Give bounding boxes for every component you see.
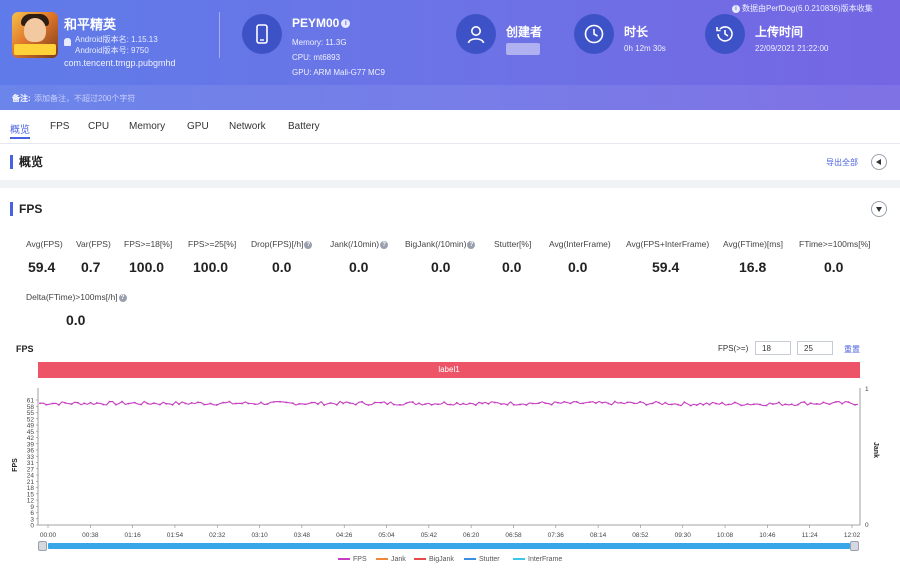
stat-value: 0.0: [66, 312, 86, 328]
tab-cpu[interactable]: CPU: [88, 121, 110, 132]
stat-value: 0.0: [431, 259, 451, 275]
android-icon: [64, 38, 71, 46]
stat-value: 59.4: [28, 259, 56, 275]
collect-note-text: 数据由PerfDog(6.0.210836)版本收集: [742, 4, 873, 13]
fps-section-title: FPS: [10, 202, 42, 216]
stat-value: 100.0: [129, 259, 165, 275]
remark-bar[interactable]: [0, 85, 900, 110]
tab-gpu[interactable]: GPU: [187, 121, 209, 132]
upload-time: 22/09/2021 21:22:00: [755, 44, 829, 53]
device-model: PEYM00: [292, 16, 340, 30]
stat-label: Jank(/10min)?: [330, 239, 389, 249]
stat-value: 100.0: [193, 259, 229, 275]
stat-label: Avg(InterFrame): [549, 239, 611, 249]
threshold-input-2[interactable]: [797, 341, 833, 355]
stat-value: 0.0: [349, 259, 369, 275]
duration-label: 时长: [624, 25, 649, 39]
tab-overview[interactable]: 概览: [10, 121, 30, 139]
stat-value: 0.0: [502, 259, 522, 275]
help-icon[interactable]: ?: [380, 240, 389, 249]
scroll-handle-right[interactable]: [850, 541, 859, 551]
creator-name-redacted: [506, 43, 540, 55]
info-icon[interactable]: i: [341, 19, 351, 29]
app-build: Android版本号: 9750: [75, 46, 149, 55]
scroll-handle-left[interactable]: [38, 541, 47, 551]
stat-label: Delta(FTime)>100ms[/h]?: [26, 292, 127, 302]
reset-link[interactable]: 重置: [844, 345, 860, 354]
stat-label: Drop(FPS)[/h]?: [251, 239, 313, 249]
tab-bar: 概览 FPS CPU Memory GPU Network Battery: [0, 110, 900, 144]
stat-value: 16.8: [739, 259, 767, 275]
legend-swatch: [338, 558, 350, 561]
phone-icon: [242, 14, 282, 54]
device-memory: Memory: 11.3G: [292, 38, 347, 47]
app-name: 和平精英: [64, 17, 117, 32]
legend-swatch: [376, 558, 388, 561]
chart-title: FPS: [16, 344, 34, 354]
stat-label: BigJank(/10min)?: [405, 239, 476, 249]
stat-label: Var(FPS): [76, 239, 111, 249]
legend-item-stutter[interactable]: Stutter: [464, 556, 500, 563]
report-header: 和平精英 Android版本名: 1.15.13 Android版本号: 975…: [0, 0, 900, 110]
info-icon: i: [732, 4, 740, 13]
app-package: com.tencent.tmgp.pubgmhd: [64, 58, 176, 68]
stat-value: 0.7: [81, 259, 101, 275]
threshold-input-1[interactable]: [755, 341, 791, 355]
clock-icon: [574, 14, 614, 54]
tab-fps[interactable]: FPS: [50, 121, 70, 132]
tab-memory[interactable]: Memory: [129, 121, 166, 132]
stat-label: FPS>=18[%]: [124, 239, 173, 249]
tab-battery[interactable]: Battery: [288, 121, 320, 132]
overview-title: 概览: [10, 155, 43, 169]
stat-label: FTime>=100ms[%]: [799, 239, 871, 249]
threshold-label: FPS(>=): [718, 344, 749, 353]
label-band[interactable]: label1: [38, 362, 860, 378]
overview-section: 概览: [0, 144, 900, 180]
stat-label: Avg(FPS): [26, 239, 63, 249]
help-icon[interactable]: ?: [118, 293, 127, 302]
collect-note: i 数据由PerfDog(6.0.210836)版本收集: [732, 3, 873, 14]
stat-value: 0.0: [272, 259, 292, 275]
app-version: Android版本名: 1.15.13: [75, 35, 158, 44]
scroll-track[interactable]: [48, 543, 850, 549]
help-icon[interactable]: ?: [304, 240, 313, 249]
collapse-down-icon[interactable]: [871, 201, 887, 217]
legend-item-bigjank[interactable]: BigJank: [414, 556, 454, 563]
app-icon: [12, 12, 58, 58]
legend-item-interframe[interactable]: InterFrame: [513, 556, 562, 563]
stat-value: 0.0: [824, 259, 844, 275]
export-all-link[interactable]: 导出全部: [826, 158, 858, 167]
legend-swatch: [513, 558, 525, 561]
device-model-row: PEYM00 i: [292, 16, 351, 30]
legend-swatch: [414, 558, 426, 561]
remark-label: 备注:: [12, 94, 31, 103]
legend-item-fps[interactable]: FPS: [338, 556, 367, 563]
device-cpu: CPU: mt6893: [292, 53, 341, 62]
tab-network[interactable]: Network: [229, 121, 266, 132]
header-divider: [219, 12, 220, 58]
stat-label: Avg(FTime)[ms]: [723, 239, 783, 249]
legend-item-jank[interactable]: Jank: [376, 556, 406, 563]
collapse-left-icon[interactable]: [871, 154, 887, 170]
device-gpu: GPU: ARM Mali-G77 MC9: [292, 68, 385, 77]
legend-swatch: [464, 558, 476, 561]
stat-value: 59.4: [652, 259, 680, 275]
stat-value: 0.0: [568, 259, 588, 275]
time-range-scrollbar[interactable]: [38, 541, 860, 551]
stat-label: Stutter[%]: [494, 239, 532, 249]
fps-section: FPS: [0, 188, 900, 569]
help-icon[interactable]: ?: [467, 240, 476, 249]
remark-input[interactable]: 添加备注，不超过200个字符: [34, 94, 136, 103]
stat-label: Avg(FPS+InterFrame): [626, 239, 710, 249]
user-icon: [456, 14, 496, 54]
upload-label: 上传时间: [755, 25, 804, 39]
stat-label: FPS>=25[%]: [188, 239, 237, 249]
duration-value: 0h 12m 30s: [624, 44, 666, 53]
history-icon: [705, 14, 745, 54]
creator-label: 创建者: [506, 25, 543, 39]
